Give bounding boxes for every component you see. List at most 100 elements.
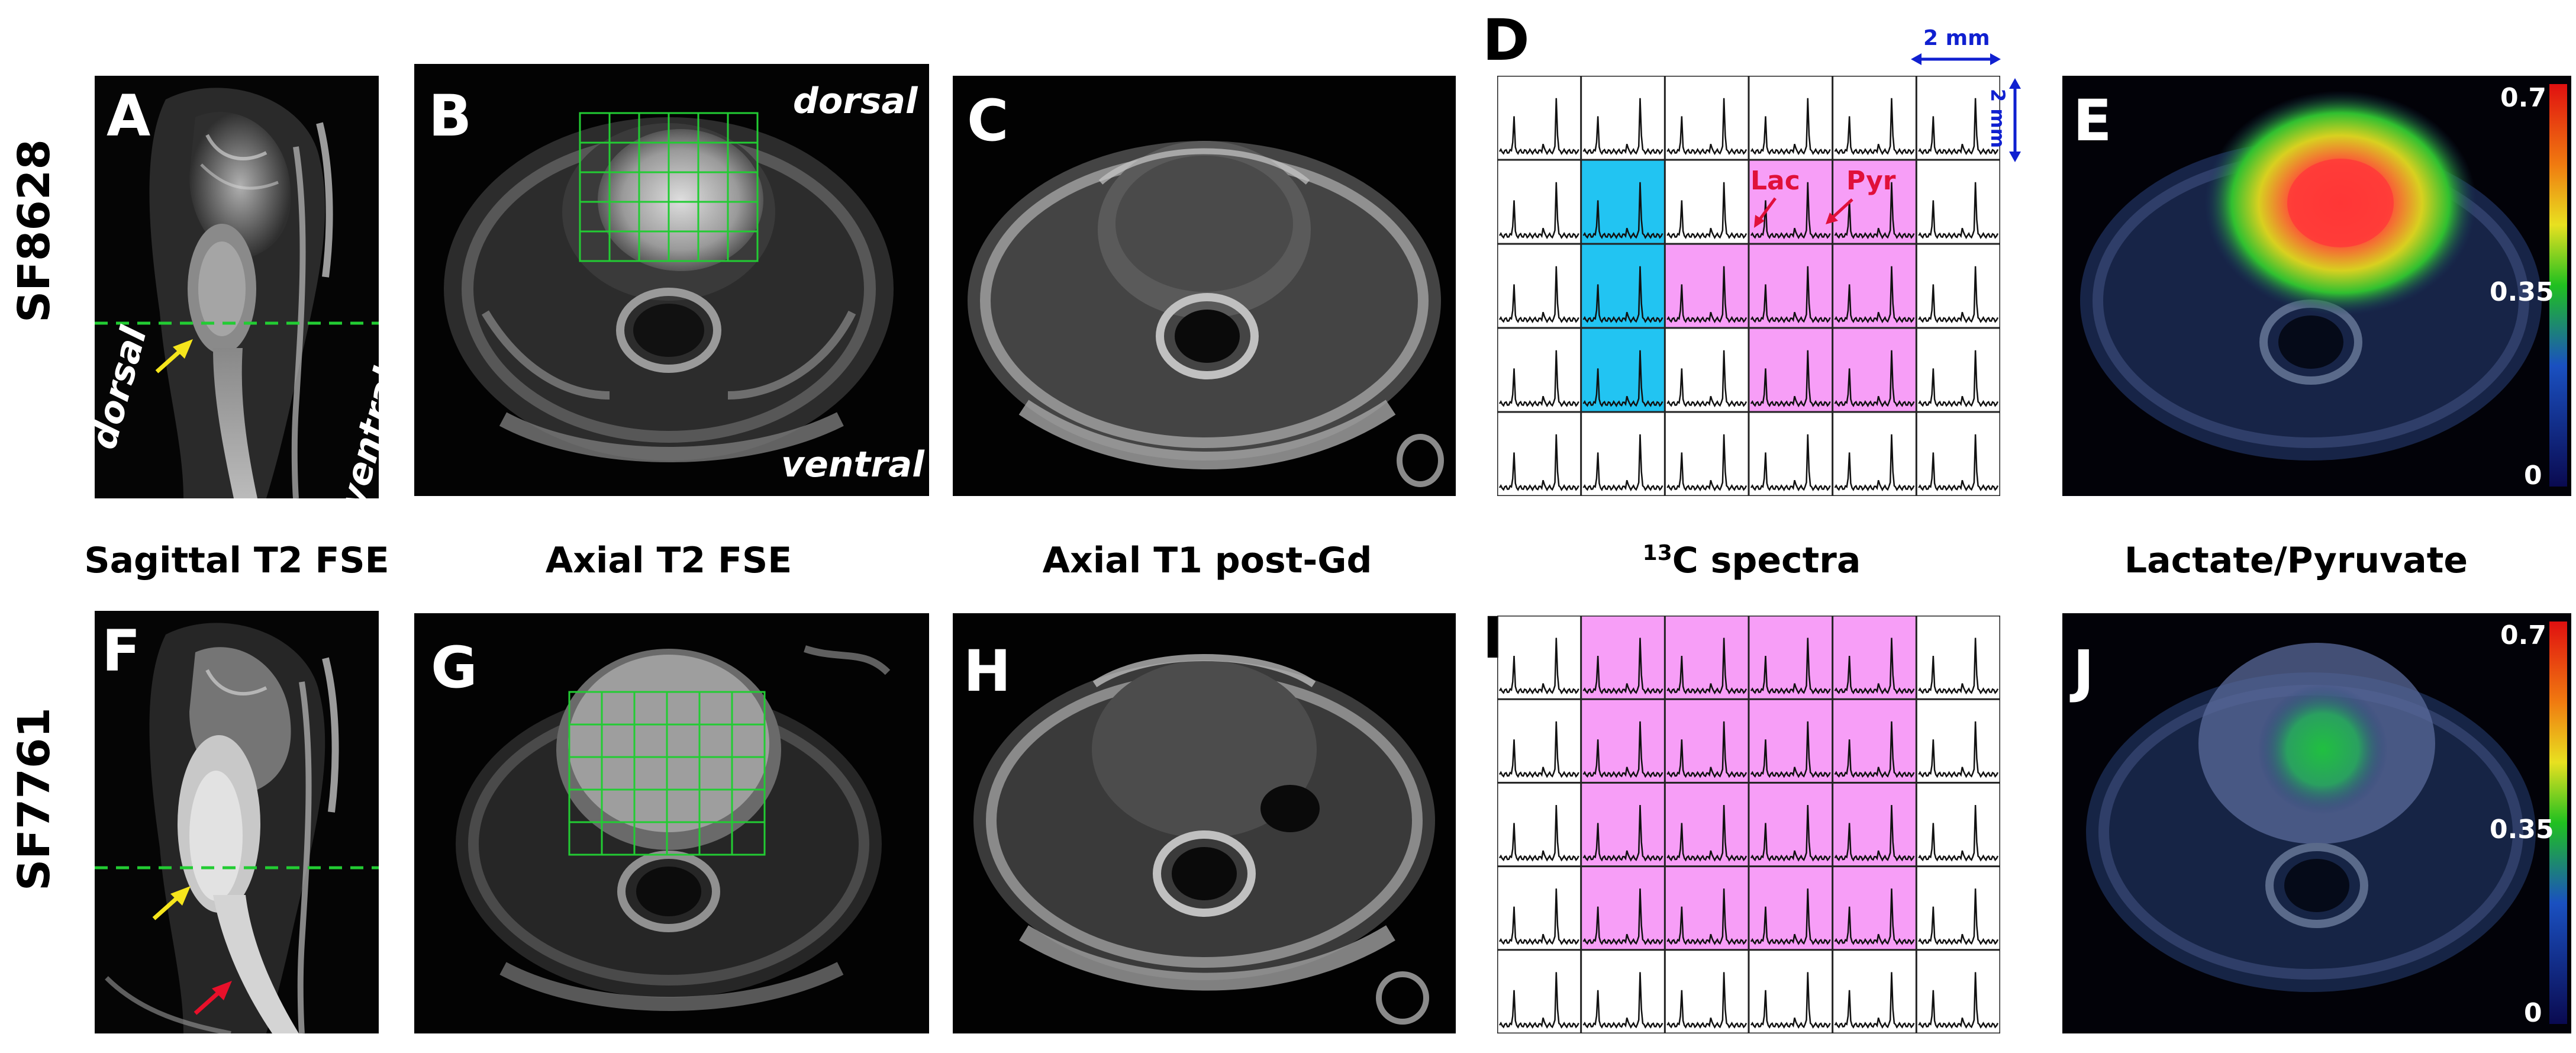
spectrum-trace xyxy=(1666,98,1748,156)
roi-magenta-cell xyxy=(1832,782,1917,867)
roi-magenta-cell xyxy=(1832,616,1917,700)
roi-magenta-cell xyxy=(1832,244,1917,328)
panel-b-axial-t2-image: B dorsal ventral xyxy=(414,64,929,496)
spectrum-trace xyxy=(1582,721,1663,778)
roi-magenta-cell xyxy=(1665,699,1749,783)
roi-magenta-cell xyxy=(1665,782,1749,867)
spectrum-trace xyxy=(1582,434,1663,492)
scalebar-x-label: 2 mm xyxy=(1923,26,1990,50)
caption-sagittal: Sagittal T2 FSE xyxy=(84,540,389,581)
colorbar-min-label-j: 0 xyxy=(2524,998,2542,1028)
spectrum-trace xyxy=(1834,972,1915,1029)
spectrum-trace xyxy=(1582,637,1663,695)
spectrum-trace xyxy=(1918,721,1999,778)
ratio-map-graphic-j xyxy=(2062,613,2571,1033)
panel-g-axial-t2-image: G xyxy=(414,613,929,1033)
roi-magenta-cell xyxy=(1832,699,1917,783)
panel-label-i: I xyxy=(1482,605,1504,671)
colorbar-mid-label-j: 0.35 xyxy=(2490,814,2554,845)
colorbar xyxy=(2549,84,2567,487)
spectrum-trace xyxy=(1750,350,1831,408)
panel-label-g: G xyxy=(431,635,478,701)
spectrum-trace xyxy=(1750,266,1831,324)
roi-cyan-cell xyxy=(1581,160,1665,244)
panel-i-spectra-grid xyxy=(1497,616,2000,1033)
panel-h-axial-t1-image: H xyxy=(953,613,1456,1033)
panel-label-f: F xyxy=(102,618,141,684)
spectrum-trace xyxy=(1666,804,1748,862)
roi-magenta-cell xyxy=(1665,866,1749,950)
spectrum-trace xyxy=(1750,434,1831,492)
roi-cyan-cell xyxy=(1581,328,1665,412)
spectrum-trace xyxy=(1498,350,1579,408)
axial-t1-mri-graphic xyxy=(953,76,1456,496)
spectra-plot-i xyxy=(1497,616,2000,1033)
red-arrow-icon xyxy=(194,981,232,1015)
spectrum-trace xyxy=(1582,266,1663,324)
caption-ratio: Lactate/Pyruvate xyxy=(2124,540,2468,581)
roi-magenta-cell xyxy=(1832,866,1917,950)
colorbar-max-label: 0.7 xyxy=(2500,83,2546,113)
csi-voxel-grid xyxy=(579,112,759,262)
spectrum-trace xyxy=(1582,98,1663,156)
roi-magenta-cell xyxy=(1749,328,1833,412)
lac-peak-label: Lac xyxy=(1750,166,1800,196)
spectrum-trace xyxy=(1750,182,1831,240)
panel-label-a: A xyxy=(107,83,151,149)
axial-t2-mri-graphic xyxy=(414,64,929,496)
spectrum-trace xyxy=(1834,350,1915,408)
pyr-peak-label: Pyr xyxy=(1846,166,1896,196)
spectrum-trace xyxy=(1498,972,1579,1029)
spectrum-trace xyxy=(1918,637,1999,695)
colorbar-j xyxy=(2549,622,2567,1024)
spectrum-trace xyxy=(1918,98,1999,156)
spectrum-trace xyxy=(1918,350,1999,408)
spectrum-trace xyxy=(1918,804,1999,862)
scalebar-y-icon xyxy=(2009,78,2021,162)
ratio-map-graphic-e xyxy=(2062,76,2571,496)
spectrum-trace xyxy=(1750,98,1831,156)
spectrum-trace xyxy=(1498,888,1579,945)
panel-d-spectra-grid xyxy=(1497,76,2000,496)
spectrum-trace xyxy=(1498,637,1579,695)
spectrum-trace xyxy=(1834,434,1915,492)
roi-magenta-cell xyxy=(1581,782,1665,867)
peak-arrows-icon xyxy=(1754,197,1853,228)
spectrum-trace xyxy=(1918,434,1999,492)
spectrum-trace xyxy=(1750,888,1831,945)
roi-magenta-cell xyxy=(1749,244,1833,328)
panel-label-d: D xyxy=(1482,7,1530,73)
sagittal-mri-graphic-f xyxy=(95,611,379,1033)
roi-magenta-cell xyxy=(1832,160,1917,244)
spectrum-trace xyxy=(1666,266,1748,324)
spectrum-trace xyxy=(1666,721,1748,778)
roi-magenta-cell xyxy=(1749,616,1833,700)
spectrum-trace xyxy=(1666,182,1748,240)
spectrum-trace xyxy=(1498,182,1579,240)
scalebar-x-icon xyxy=(1911,53,2001,65)
caption-axial-t1: Axial T1 post-Gd xyxy=(1042,540,1372,581)
caption-spectra: 13C spectra xyxy=(1598,540,1906,581)
spectrum-trace xyxy=(1834,266,1915,324)
roi-magenta-cell xyxy=(1832,328,1917,412)
spectrum-trace xyxy=(1498,721,1579,778)
colorbar-max-label-j: 0.7 xyxy=(2500,620,2546,651)
spectrum-trace xyxy=(1582,350,1663,408)
spectrum-trace xyxy=(1918,182,1999,240)
panel-label-b: B xyxy=(428,83,472,149)
orientation-label-dorsal-b: dorsal xyxy=(793,80,918,122)
roi-magenta-cell xyxy=(1749,782,1833,867)
panel-label-j: J xyxy=(2073,638,2094,704)
spectrum-trace xyxy=(1834,637,1915,695)
panel-f-sagittal-image: F xyxy=(95,611,379,1033)
spectrum-trace xyxy=(1750,972,1831,1029)
panel-c-axial-t1-image: C xyxy=(953,76,1456,496)
scalebar-y-label: 2 mm xyxy=(1987,89,2009,149)
axial-t2-mri-graphic-g xyxy=(414,613,929,1033)
spectrum-trace xyxy=(1750,721,1831,778)
spectrum-trace xyxy=(1918,972,1999,1029)
spectrum-trace xyxy=(1750,637,1831,695)
roi-magenta-cell xyxy=(1665,244,1749,328)
spectrum-trace xyxy=(1582,804,1663,862)
spectrum-trace xyxy=(1582,972,1663,1029)
